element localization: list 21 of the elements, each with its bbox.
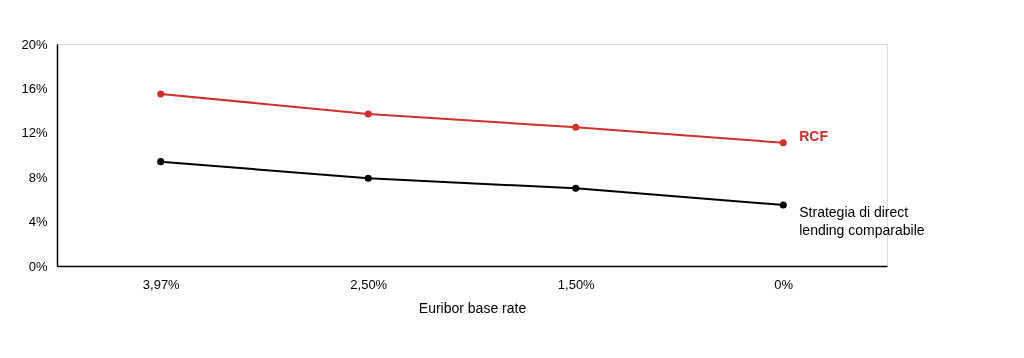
x-axis-title: Euribor base rate: [418, 299, 527, 316]
y-tick-label: 0%: [28, 258, 48, 274]
y-tick-label: 8%: [28, 169, 48, 185]
point: [364, 110, 372, 118]
point: [779, 201, 787, 209]
x-tick-label: 0%: [774, 276, 794, 292]
point: [779, 139, 787, 147]
x-tick-label: 1,50%: [557, 276, 596, 292]
series-label: RCF: [799, 127, 829, 144]
y-tick-label: 16%: [21, 80, 48, 96]
x-tick-label: 3,97%: [142, 276, 181, 292]
point: [157, 158, 165, 166]
point: [572, 184, 580, 192]
y-tick-label: 12%: [21, 125, 48, 141]
y-tick-label: 20%: [21, 36, 48, 52]
x-tick-label: 2,50%: [350, 276, 388, 292]
point: [364, 174, 372, 182]
point: [572, 123, 580, 131]
series-label: Strategia di direct lending comparabile: [799, 203, 925, 238]
y-tick-label: 4%: [28, 214, 48, 230]
point: [157, 90, 165, 98]
